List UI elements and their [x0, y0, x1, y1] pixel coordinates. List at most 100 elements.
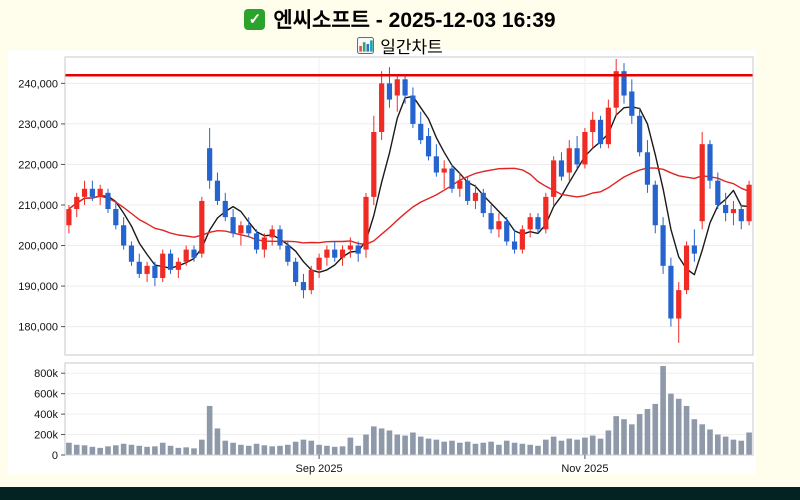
candle-body — [214, 180, 221, 201]
x-tick-label: Sep 2025 — [296, 463, 343, 475]
volume-bar — [535, 445, 541, 455]
candle-body — [74, 196, 80, 210]
chart-type-label: 일간차트 — [380, 38, 443, 57]
candle-body — [527, 217, 533, 230]
candle-body — [121, 225, 127, 246]
volume-bar — [691, 419, 698, 455]
price-tick-label: 210,000 — [18, 200, 58, 212]
volume-bar — [339, 446, 346, 455]
volume-bar — [441, 441, 447, 455]
volume-bar — [183, 447, 189, 455]
candle-body — [613, 71, 619, 108]
candle-body — [160, 253, 166, 278]
candle-body — [605, 107, 611, 145]
candle-body — [300, 282, 307, 291]
candle-body — [746, 184, 752, 222]
volume-bars — [66, 366, 752, 455]
bar-chart-icon — [357, 37, 375, 54]
candle-body — [89, 188, 95, 197]
volume-bar — [433, 439, 440, 455]
candle-body — [637, 115, 643, 153]
volume-bar — [715, 434, 721, 455]
price-tick-label: 200,000 — [18, 241, 58, 253]
candle-body — [480, 192, 486, 214]
volume-bar — [89, 446, 96, 455]
plot-borders — [64, 56, 754, 456]
candle-body — [496, 221, 502, 230]
candle-body — [707, 144, 713, 181]
volume-bar — [668, 393, 674, 455]
candle-body — [238, 225, 244, 234]
volume-bar — [410, 432, 416, 455]
volume-bar — [386, 430, 393, 455]
volume-bar — [597, 438, 604, 455]
candle-body — [261, 237, 267, 250]
candle-body — [222, 200, 228, 218]
candle-body — [308, 269, 314, 291]
candle-body — [558, 160, 565, 177]
candle-body — [699, 144, 705, 222]
candle-body — [425, 136, 432, 157]
volume-bar — [730, 439, 737, 455]
volume-bar — [644, 409, 651, 455]
price-tick-label: 240,000 — [18, 78, 58, 90]
volume-bar — [105, 446, 111, 455]
candle-body — [167, 253, 174, 270]
candle-body — [465, 180, 471, 201]
candle-body — [183, 249, 189, 262]
candle-body — [551, 160, 557, 197]
volume-bar — [144, 446, 150, 455]
candle-body — [207, 148, 213, 181]
candle-body — [66, 209, 72, 226]
volume-bar — [175, 447, 182, 455]
candle-body — [277, 229, 283, 246]
candle-body — [433, 156, 439, 173]
volume-bar — [652, 403, 659, 455]
candle-body — [582, 132, 588, 165]
volume-bar — [331, 446, 338, 455]
volume-bar — [722, 436, 729, 455]
volume-bar — [113, 445, 119, 455]
volume-bar — [66, 442, 72, 455]
volume-bar — [269, 446, 275, 455]
price-tick-label: 220,000 — [18, 159, 58, 171]
volume-bar — [605, 430, 612, 455]
volume-bar — [574, 439, 580, 455]
volume-bar — [73, 444, 80, 455]
footer-bar — [0, 487, 800, 500]
volume-bar — [355, 445, 361, 455]
volume-bar — [566, 438, 573, 455]
price-tick-label: 180,000 — [18, 322, 58, 334]
volume-bar — [261, 445, 268, 455]
candle-body — [191, 249, 197, 258]
candle-body — [285, 245, 291, 262]
candle-body — [519, 229, 525, 250]
volume-bar — [550, 436, 557, 455]
candle-body — [449, 168, 455, 189]
volume-bar — [97, 447, 103, 455]
candles — [66, 59, 752, 343]
volume-bar — [308, 440, 315, 455]
volume-bar — [136, 445, 143, 455]
axis-labels: 180,000 190,000 200,000 210,000 220,000 230,0… — [18, 78, 608, 475]
volume-bar — [589, 435, 596, 455]
volume-tick-label: 400k — [34, 409, 58, 421]
candle-body — [339, 249, 346, 258]
candle-body — [441, 168, 447, 173]
price-tick-label: 190,000 — [18, 281, 58, 293]
volume-bar — [636, 414, 643, 455]
candle-body — [355, 245, 361, 254]
volume-bar — [285, 444, 291, 455]
candle-body — [723, 204, 729, 214]
volume-bar — [488, 441, 494, 455]
candle-body — [590, 119, 596, 133]
candle-body — [652, 184, 658, 226]
volume-tick-label: 0 — [52, 450, 58, 462]
candle-body — [535, 217, 541, 230]
volume-bar — [378, 428, 385, 455]
candle-body — [316, 257, 322, 270]
candle-body — [629, 91, 635, 116]
volume-bar — [199, 439, 205, 455]
volume-bar — [222, 440, 229, 455]
